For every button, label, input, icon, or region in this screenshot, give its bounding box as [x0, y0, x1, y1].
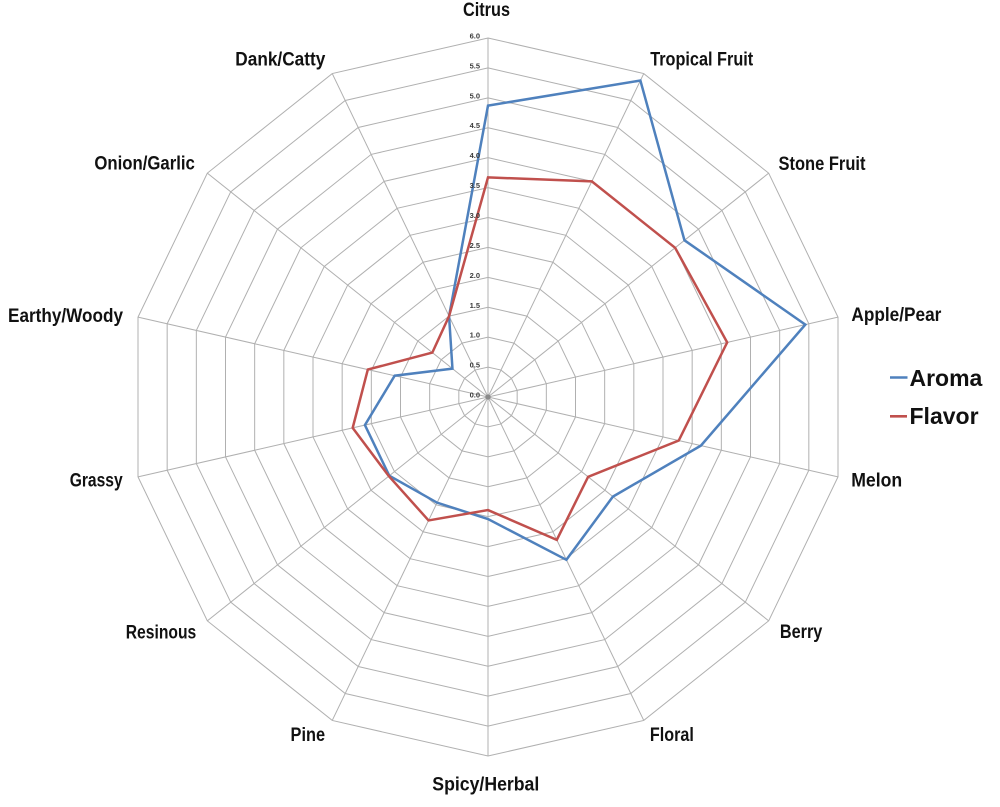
svg-text:2.5: 2.5	[470, 241, 480, 250]
svg-text:3.5: 3.5	[470, 181, 480, 190]
svg-text:Flavor: Flavor	[910, 403, 979, 429]
svg-text:5.0: 5.0	[470, 91, 480, 100]
svg-text:2.0: 2.0	[470, 271, 480, 280]
svg-text:Onion/Garlic: Onion/Garlic	[94, 153, 195, 175]
svg-text:3.0: 3.0	[470, 211, 480, 220]
svg-text:Berry: Berry	[780, 621, 823, 643]
svg-text:Melon: Melon	[851, 470, 902, 492]
svg-text:Pine: Pine	[291, 724, 326, 746]
svg-text:1.0: 1.0	[470, 331, 480, 340]
svg-text:Aroma: Aroma	[910, 365, 983, 391]
svg-text:Stone Fruit: Stone Fruit	[779, 153, 866, 175]
svg-text:Resinous: Resinous	[126, 622, 197, 644]
svg-text:Citrus: Citrus	[463, 0, 510, 21]
svg-text:4.5: 4.5	[470, 121, 480, 130]
svg-text:Dank/Catty: Dank/Catty	[235, 49, 325, 71]
svg-text:4.0: 4.0	[470, 151, 480, 160]
svg-text:Spicy/Herbal: Spicy/Herbal	[432, 774, 539, 796]
svg-text:6.0: 6.0	[470, 32, 480, 41]
svg-text:Grassy: Grassy	[70, 470, 123, 492]
svg-text:Apple/Pear: Apple/Pear	[851, 304, 941, 326]
svg-text:Floral: Floral	[650, 724, 694, 746]
svg-text:5.5: 5.5	[470, 61, 480, 70]
svg-text:Tropical Fruit: Tropical Fruit	[650, 49, 753, 71]
svg-text:0.5: 0.5	[470, 361, 480, 370]
svg-text:1.5: 1.5	[470, 301, 480, 310]
svg-text:Earthy/Woody: Earthy/Woody	[8, 305, 123, 327]
svg-text:0.0: 0.0	[470, 391, 480, 400]
